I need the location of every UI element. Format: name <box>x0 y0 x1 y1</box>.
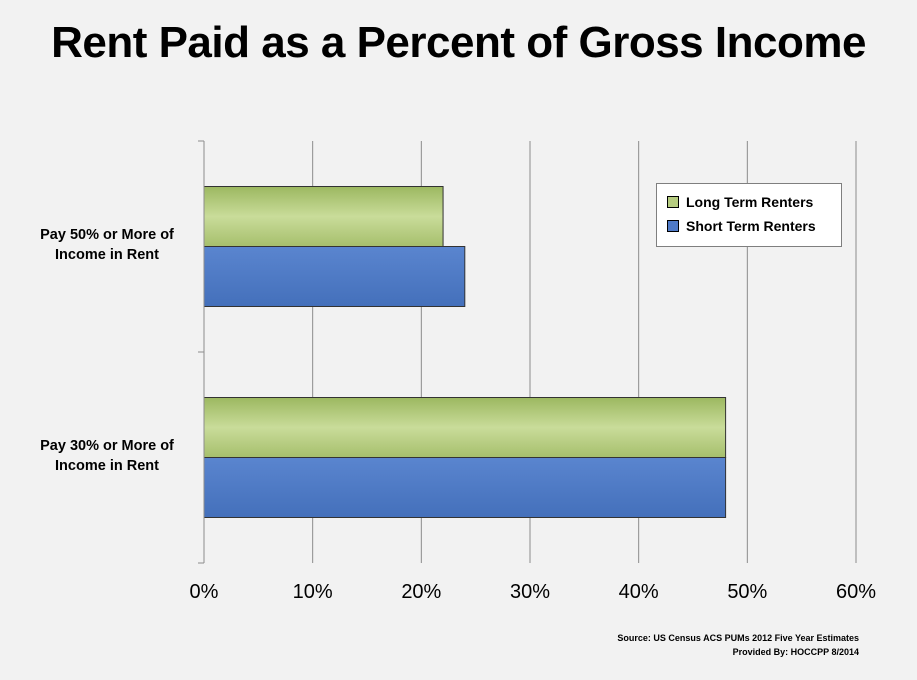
legend-swatch-long-term <box>667 196 679 208</box>
legend-item-long-term: Long Term Renters <box>667 190 833 214</box>
category-label-1-line-1: Income in Rent <box>55 457 159 474</box>
category-label-0-line-1: Income in Rent <box>55 246 159 263</box>
bar-short-term-cat-1 <box>203 457 727 518</box>
category-label-0: Pay 50% or More of Income in Rent <box>12 225 202 265</box>
legend-label-long-term: Long Term Renters <box>686 194 814 210</box>
x-tick-label-10: 10% <box>292 581 333 603</box>
category-label-1-line-0: Pay 30% or More of <box>40 437 174 454</box>
source-note: Source: US Census ACS PUMs 2012 Five Yea… <box>617 633 859 643</box>
legend-label-short-term: Short Term Renters <box>686 218 816 234</box>
legend-item-short-term: Short Term Renters <box>667 214 833 238</box>
category-label-1: Pay 30% or More of Income in Rent <box>12 436 202 476</box>
category-label-0-line-0: Pay 50% or More of <box>40 226 174 243</box>
x-tick-label-60: 60% <box>835 581 877 603</box>
legend: Long Term Renters Short Term Renters <box>656 183 842 247</box>
legend-swatch-short-term <box>667 220 679 232</box>
bar-long-term-cat-1 <box>203 397 727 458</box>
x-tick-label-40: 40% <box>618 581 659 603</box>
bar-short-term-cat-0 <box>203 246 466 307</box>
x-tick-label-20: 20% <box>401 581 442 603</box>
bar-long-term-cat-0 <box>203 186 444 247</box>
chart-title: Rent Paid as a Percent of Gross Income <box>51 18 866 67</box>
x-tick-label-50: 50% <box>727 581 768 603</box>
x-tick-label-0: 0% <box>189 581 219 603</box>
x-tick-label-30: 30% <box>509 581 551 603</box>
provider-note: Provided By: HOCCPP 8/2014 <box>732 647 859 657</box>
